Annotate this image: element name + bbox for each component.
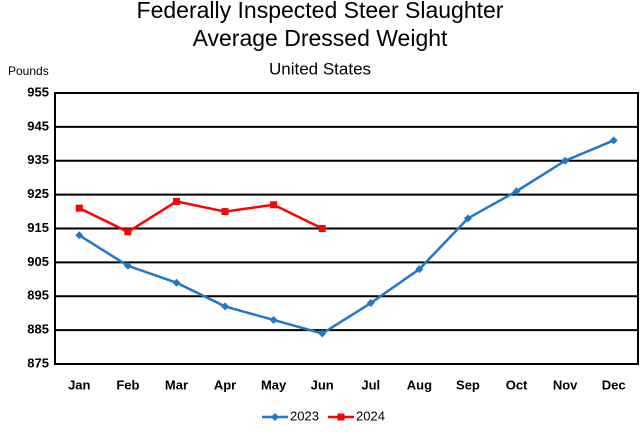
x-tick-label: Aug (407, 377, 432, 392)
marker (221, 208, 229, 216)
marker (415, 265, 424, 274)
marker (512, 187, 521, 196)
marker (123, 261, 132, 270)
marker (172, 197, 180, 205)
y-tick-label: 885 (27, 322, 49, 337)
x-tick-label: Sep (456, 377, 480, 392)
y-tick-label: 875 (27, 355, 49, 370)
marker (75, 231, 84, 240)
x-tick-label: Mar (165, 377, 188, 392)
x-tick-label: Feb (116, 377, 139, 392)
y-tick-label: 915 (27, 220, 49, 235)
y-tick-label: 895 (27, 288, 49, 303)
y-tick-label: 935 (27, 152, 49, 167)
x-tick-label: Nov (553, 377, 578, 392)
marker (221, 302, 230, 311)
y-tick-label: 945 (27, 118, 49, 133)
marker (366, 299, 375, 308)
chart-title: Federally Inspected Steer Slaughter (137, 0, 504, 23)
x-tick-label: May (261, 377, 287, 392)
marker (561, 156, 570, 165)
legend-label: 2023 (290, 408, 319, 423)
marker (318, 329, 327, 338)
marker (172, 278, 181, 287)
y-axis-label: Pounds (8, 64, 49, 78)
x-tick-label: Oct (506, 377, 528, 392)
legend-label: 2024 (356, 408, 385, 423)
marker (337, 413, 345, 421)
marker (318, 225, 326, 232)
marker (270, 201, 278, 209)
y-tick-label: 925 (27, 186, 49, 201)
x-tick-label: Jan (68, 377, 90, 392)
marker (463, 214, 472, 223)
marker (609, 136, 618, 145)
y-tick-label: 905 (27, 254, 49, 269)
marker (124, 228, 132, 236)
series-line (78, 200, 323, 234)
marker (269, 315, 278, 324)
marker (75, 204, 83, 212)
marker (271, 413, 279, 421)
x-tick-label: Jul (361, 377, 380, 392)
y-tick-label: 955 (27, 84, 49, 99)
series-line (78, 139, 615, 335)
x-tick-label: Apr (214, 377, 236, 392)
chart-title: Average Dressed Weight (193, 25, 448, 51)
x-tick-label: Jun (311, 377, 334, 392)
chart-subtitle: United States (269, 59, 371, 78)
plot-frame (54, 92, 639, 365)
x-tick-label: Dec (602, 377, 626, 392)
